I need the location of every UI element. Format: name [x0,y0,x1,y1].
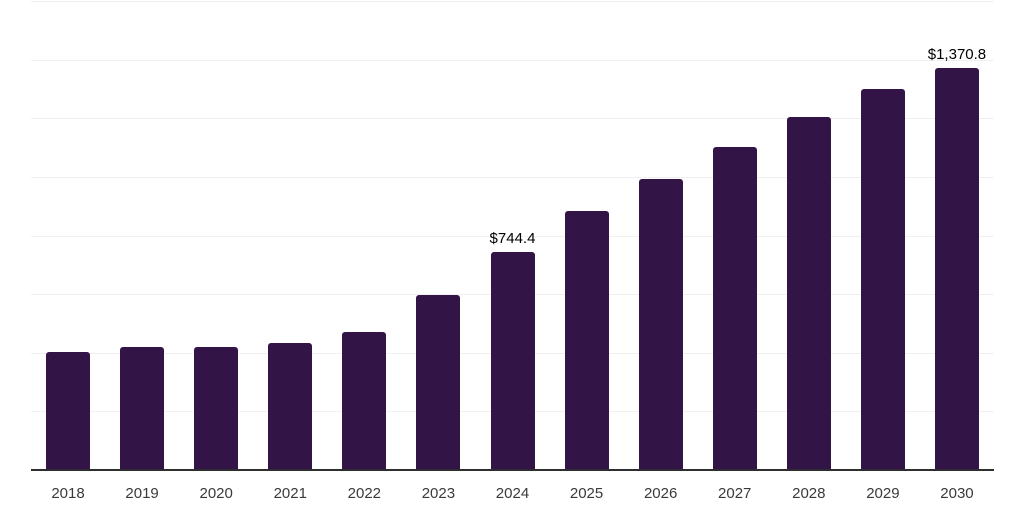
data-label-2030: $1,370.8 [927,46,987,64]
x-tick-label-2023: 2023 [421,485,456,502]
x-axis-line [31,469,994,471]
bar-2021[interactable] [268,343,313,470]
bar-2025[interactable] [564,210,609,470]
bar-2020[interactable] [194,347,239,470]
bar-2026[interactable] [638,179,683,470]
x-tick-label-2030: 2030 [940,485,974,502]
bar-2018[interactable] [46,352,91,470]
x-tick-label-2025: 2025 [569,485,604,502]
x-tick-label-2019: 2019 [125,485,159,502]
x-tick-label-2029: 2029 [866,485,900,502]
gridline [31,118,994,120]
x-tick-label-2020: 2020 [199,485,233,502]
x-tick-label-2026: 2026 [643,485,678,502]
gridline [31,235,994,237]
bar-2028[interactable] [786,117,831,470]
bar-2030[interactable] [934,68,979,470]
x-tick-label-2021: 2021 [273,485,307,502]
gridline [31,0,994,2]
bar-2022[interactable] [342,331,387,470]
bar-2027[interactable] [712,147,757,470]
gridline [31,59,994,61]
x-tick-label-2024: 2024 [495,485,530,502]
x-tick-label-2028: 2028 [792,485,826,502]
x-tick-label-2018: 2018 [51,485,85,502]
bar-2023[interactable] [416,294,461,470]
bar-2024[interactable] [490,251,535,470]
data-label-2024: $744.4 [489,229,536,247]
bar-2019[interactable] [120,347,165,470]
bar-2029[interactable] [860,89,905,470]
x-tick-label-2022: 2022 [347,485,382,502]
x-tick-label-2027: 2027 [718,485,752,502]
gridline [31,176,994,178]
